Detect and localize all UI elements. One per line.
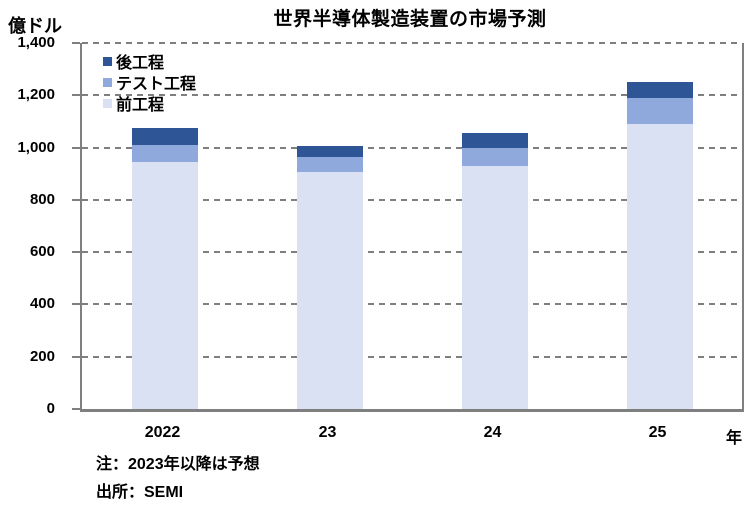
bar-segment-back-process [461, 133, 528, 148]
legend-label: テスト工程 [116, 76, 197, 93]
y-tick-mark [72, 303, 80, 306]
gridline [82, 355, 742, 358]
bar-segment-front-process [296, 172, 363, 409]
bar-segment-back-process [131, 127, 198, 145]
legend-label: 後工程 [116, 55, 165, 72]
bar-segment-back-process [296, 146, 363, 157]
legend-label: 前工程 [116, 97, 165, 114]
bar-group-25 [626, 43, 693, 409]
bar-group-2022 [131, 43, 198, 409]
x-tick-label: 2022 [144, 424, 181, 441]
bar-segment-test-process [461, 147, 528, 166]
bar-segment-front-process [461, 165, 528, 409]
gridline [82, 251, 742, 254]
x-tick-label: 24 [483, 424, 502, 441]
chart-title: 世界半導体製造装置の市場予測 [273, 9, 547, 30]
bar-segment-test-process [131, 144, 198, 162]
bar-segment-front-process [626, 124, 693, 409]
y-tick-mark [72, 251, 80, 254]
legend-item: 後工程 [103, 51, 196, 72]
bar-group-23 [296, 43, 363, 409]
bar-segment-test-process [626, 97, 693, 125]
legend-swatch-icon [103, 56, 112, 66]
legend-item: 前工程 [103, 93, 196, 114]
legend-item: テスト工程 [103, 72, 197, 93]
y-tick-label: 1,400 [17, 34, 55, 51]
gridline [82, 42, 742, 44]
x-axis-suffix-label: 年 [725, 430, 742, 447]
gridline [82, 303, 742, 306]
y-axis-unit-label: 億ドル [8, 16, 62, 36]
y-tick-mark [72, 355, 80, 358]
gridline [82, 94, 742, 97]
plot-area: 後工程テスト工程前工程 [80, 42, 744, 412]
note-source: 出所：SEMI [96, 484, 184, 501]
y-tick-label: 600 [29, 243, 55, 261]
note-forecast: 注：2023年以降は予想 [96, 456, 260, 473]
legend-swatch-icon [103, 98, 112, 108]
bar-segment-front-process [131, 161, 198, 409]
y-tick-label: 200 [29, 347, 55, 365]
y-tick-label: 800 [29, 190, 55, 208]
y-tick-mark [72, 42, 80, 44]
bar-segment-test-process [296, 156, 363, 173]
legend: 後工程テスト工程前工程 [103, 51, 197, 114]
gridline [82, 146, 742, 149]
bar-group-24 [461, 43, 528, 409]
y-tick-label: 1,000 [17, 138, 55, 156]
y-tick-label: 1,200 [17, 86, 55, 104]
y-tick-label: 400 [29, 295, 55, 313]
bar-segment-back-process [626, 82, 693, 98]
y-tick-mark [72, 198, 80, 201]
y-tick-label: 0 [46, 400, 55, 417]
x-tick-label: 23 [318, 424, 337, 441]
x-tick-label: 25 [648, 424, 667, 441]
gridline [82, 198, 742, 201]
y-tick-mark [72, 94, 80, 97]
legend-swatch-icon [103, 77, 112, 87]
y-tick-mark [72, 146, 80, 149]
y-tick-mark [72, 408, 80, 410]
